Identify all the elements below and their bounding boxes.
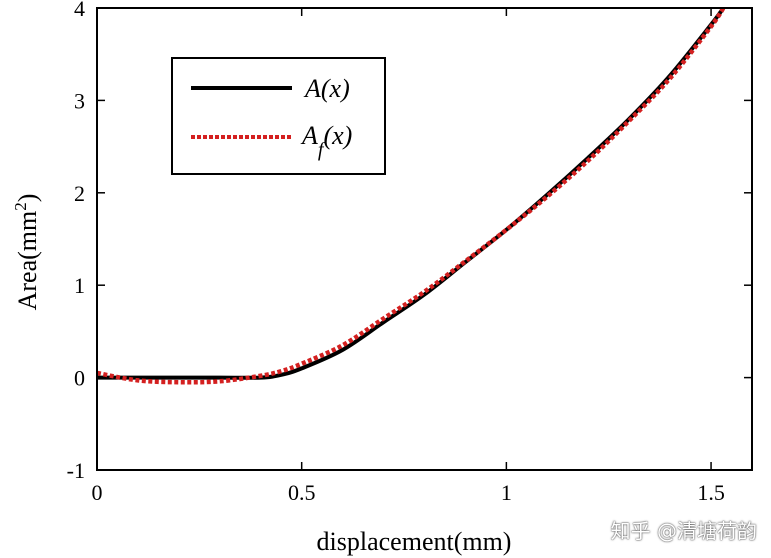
- x-tick-label: 0: [92, 480, 103, 505]
- y-tick-label: 0: [74, 366, 85, 391]
- x-tick-label: 0.5: [288, 480, 316, 505]
- y-tick-label: 1: [74, 273, 85, 298]
- x-tick-label: 1.5: [697, 480, 725, 505]
- y-axis-label: Area(mm2): [11, 194, 42, 311]
- watermark: 知乎 @清塘荷韵: [610, 519, 757, 543]
- legend-label-af: Af(x): [300, 121, 352, 161]
- y-tick-label: 4: [74, 0, 85, 21]
- series-line-af: [97, 8, 726, 385]
- y-tick-label: -1: [67, 458, 85, 483]
- plot-frame: [96, 7, 753, 471]
- x-tick-label: 1: [501, 480, 512, 505]
- legend-label-a: A(x): [303, 74, 350, 103]
- legend: A(x) Af(x): [171, 57, 386, 175]
- series-line-a: [97, 8, 725, 380]
- y-tick-label: 3: [74, 88, 85, 113]
- legend-box: [171, 57, 386, 175]
- y-tick-label: 2: [74, 181, 85, 206]
- x-axis-label: displacement(mm): [317, 527, 512, 556]
